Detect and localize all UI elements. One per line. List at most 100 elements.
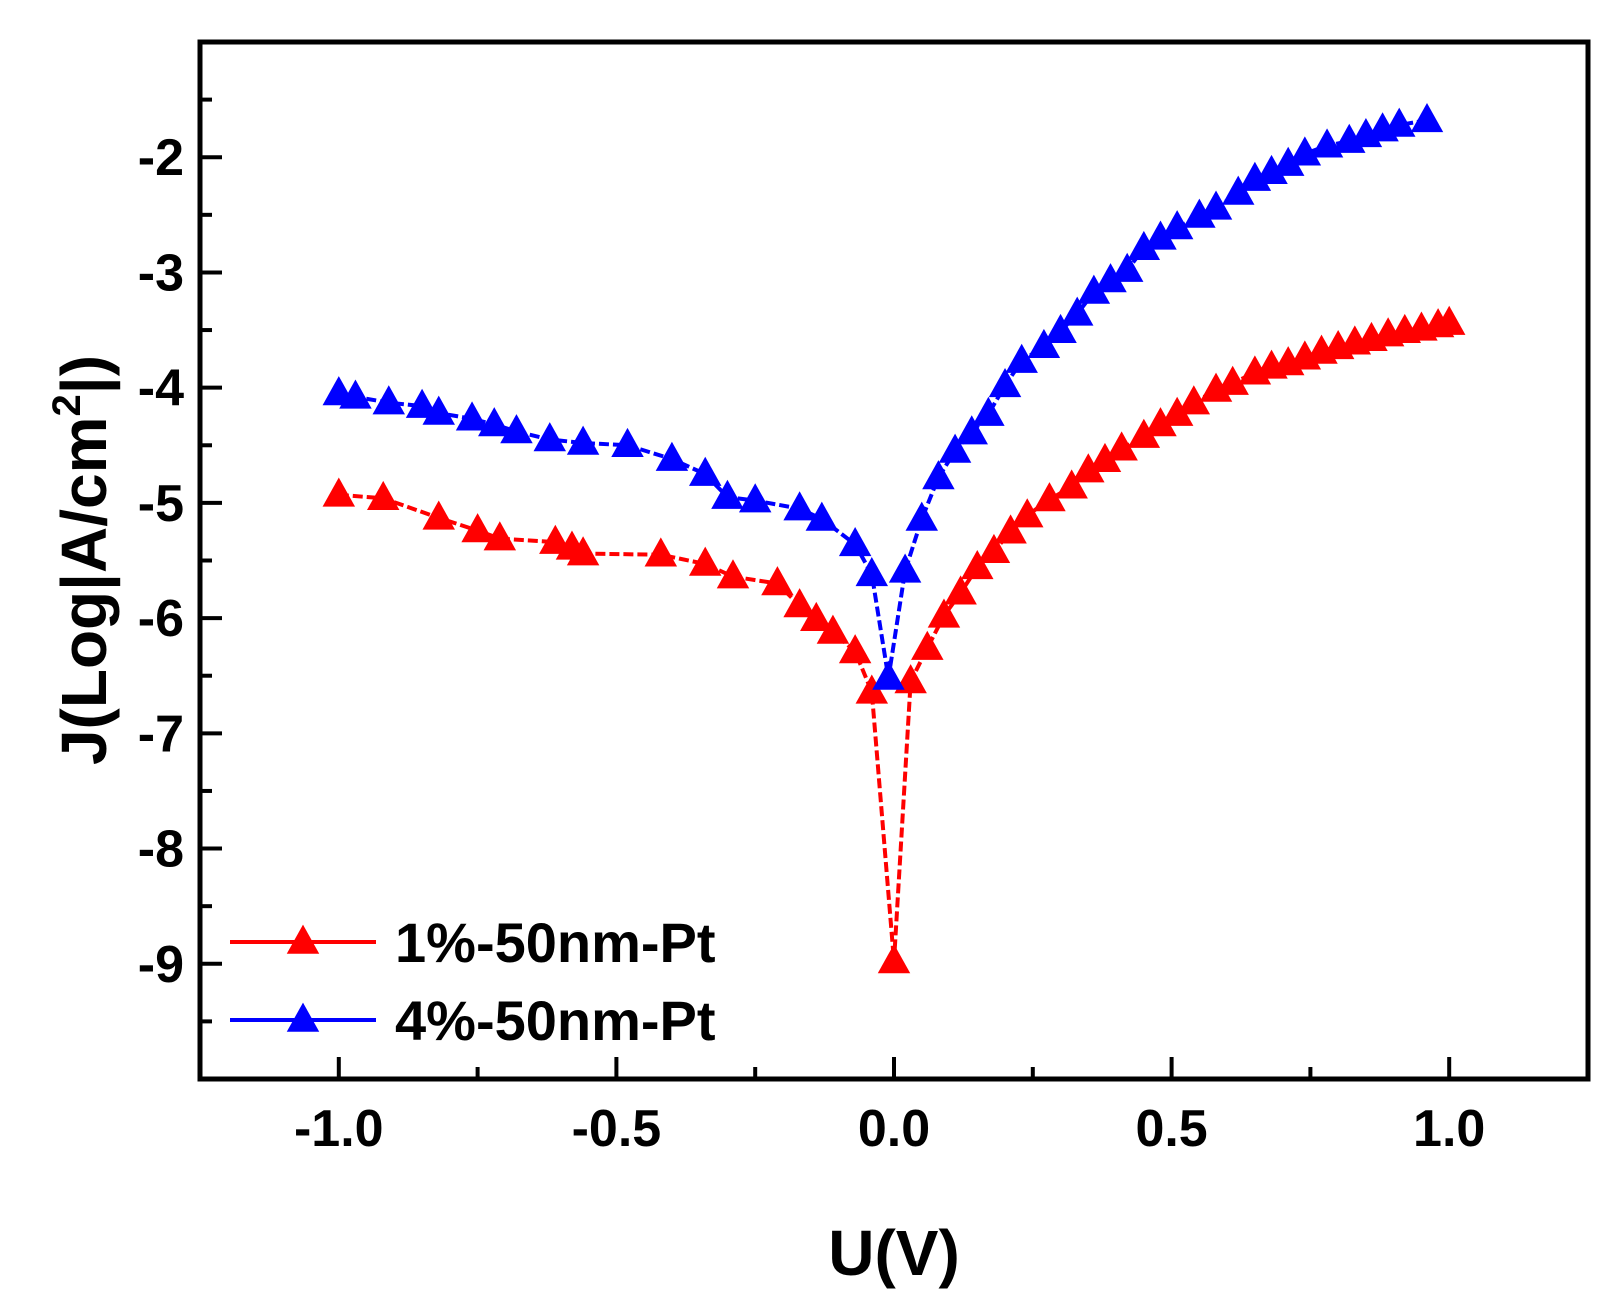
- data-point: [838, 527, 872, 557]
- y-tick-label: -5: [138, 475, 184, 533]
- data-point: [1432, 305, 1466, 335]
- data-point: [1011, 498, 1044, 528]
- legend-label-1: 1%-50nm-Pt: [395, 911, 716, 974]
- data-point: [1177, 385, 1211, 415]
- data-point: [855, 556, 889, 587]
- data-point: [1055, 469, 1088, 499]
- data-point: [372, 385, 406, 415]
- y-tick-label: -4: [138, 360, 184, 418]
- y-tick-label: -2: [138, 129, 184, 187]
- x-tick-label: -1.0: [294, 1100, 384, 1158]
- legend-label-2: 4%-50nm-Pt: [395, 989, 716, 1052]
- y-axis-ticks: -9 -8 -7 -6 -5 -4 -3 -2: [138, 97, 222, 1081]
- data-point: [1127, 230, 1161, 261]
- x-axis-title: U(V): [828, 1217, 960, 1289]
- data-point: [816, 614, 850, 644]
- y-axis-title: J(Log|A/cm2|): [45, 355, 121, 765]
- data-point: [711, 479, 744, 509]
- data-point: [1127, 418, 1161, 448]
- data-point: [972, 396, 1005, 426]
- data-point: [405, 388, 439, 418]
- data-point: [1144, 407, 1177, 437]
- data-point: [944, 575, 977, 605]
- data-point: [566, 536, 600, 566]
- data-point: [1160, 396, 1194, 426]
- data-point: [1271, 146, 1305, 176]
- data-point: [738, 483, 772, 513]
- data-point: [1221, 175, 1255, 205]
- data-point: [1105, 431, 1138, 461]
- data-point: [1072, 453, 1105, 483]
- data-point: [1110, 252, 1144, 282]
- data-point: [1199, 190, 1233, 220]
- data-point: [1060, 296, 1094, 326]
- data-point: [938, 433, 972, 463]
- data-point: [1410, 102, 1444, 133]
- data-point: [988, 368, 1022, 398]
- data-point: [872, 660, 905, 690]
- data-point: [455, 401, 489, 431]
- data-point: [838, 634, 872, 664]
- data-point: [322, 477, 356, 507]
- series-layer: [322, 102, 1466, 974]
- data-point: [688, 456, 722, 486]
- data-point: [422, 500, 455, 530]
- data-point: [1027, 328, 1061, 358]
- data-point: [1094, 263, 1127, 293]
- series-2: [322, 102, 1444, 690]
- data-point: [566, 425, 600, 455]
- data-point: [1144, 220, 1177, 250]
- x-tick-label: -0.5: [572, 1100, 662, 1158]
- data-point: [1077, 274, 1111, 304]
- data-point: [783, 588, 816, 618]
- series-line: [338, 118, 1428, 681]
- data-point: [1044, 313, 1077, 343]
- y-axis-title-superscript: 2: [45, 394, 89, 416]
- data-point: [1088, 442, 1122, 473]
- data-point: [1288, 136, 1322, 166]
- data-point: [927, 598, 961, 628]
- data-point: [955, 415, 988, 445]
- data-point: [905, 501, 938, 531]
- data-point: [1160, 210, 1194, 240]
- data-point: [1216, 365, 1249, 395]
- y-axis-title-main: J(Log|A/cm: [48, 416, 121, 765]
- data-point: [783, 491, 816, 521]
- data-point: [1183, 198, 1216, 228]
- data-point: [644, 537, 678, 567]
- series-line: [338, 321, 1450, 964]
- y-tick-label: -6: [138, 590, 184, 648]
- data-point: [1033, 482, 1066, 512]
- data-point: [483, 521, 517, 551]
- series-1: [322, 305, 1466, 974]
- x-axis-ticks: -1.0 -0.5 0.0 0.5 1.0: [198, 1057, 1590, 1158]
- data-point: [977, 533, 1011, 564]
- data-point: [888, 553, 922, 583]
- data-point: [500, 414, 533, 444]
- y-axis-title-end: |): [48, 355, 121, 394]
- legend-marker-1: [286, 924, 320, 954]
- data-point: [994, 514, 1027, 544]
- data-point: [800, 601, 833, 632]
- data-point: [533, 422, 567, 452]
- legend-entry-2: 4%-50nm-Pt: [230, 989, 716, 1052]
- data-point: [478, 407, 511, 437]
- data-point: [761, 566, 794, 596]
- data-point: [1255, 154, 1288, 184]
- data-point: [911, 630, 944, 660]
- data-point: [716, 559, 750, 589]
- x-tick-label: 0.5: [1135, 1100, 1207, 1158]
- y-tick-label: -7: [138, 705, 184, 763]
- data-point: [655, 441, 689, 471]
- x-tick-label: 0.0: [858, 1100, 930, 1158]
- data-point: [366, 480, 400, 511]
- legend: 1%-50nm-Pt 4%-50nm-Pt: [230, 911, 716, 1052]
- data-point: [688, 546, 722, 576]
- x-tick-label: 1.0: [1413, 1100, 1485, 1158]
- y-tick-label: -3: [138, 244, 184, 302]
- data-point: [339, 379, 372, 409]
- data-point: [422, 395, 455, 425]
- y-tick-label: -8: [138, 821, 184, 879]
- data-point: [1382, 107, 1416, 137]
